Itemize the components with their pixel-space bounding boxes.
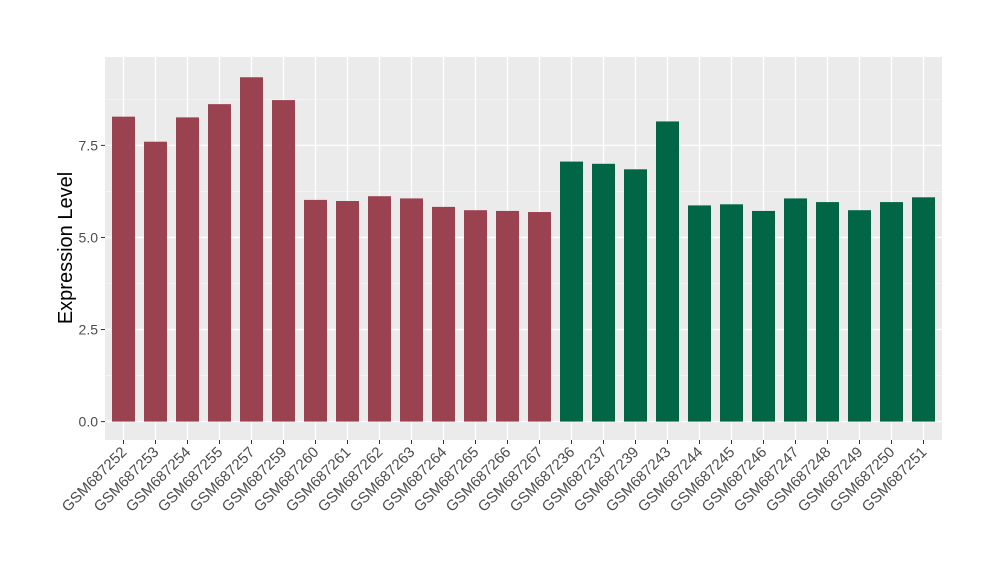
- bar: [112, 116, 135, 422]
- bar: [912, 197, 935, 422]
- y-tick-label: 0.0: [79, 414, 99, 430]
- bar: [464, 210, 487, 422]
- y-tick-label: 7.5: [79, 137, 99, 153]
- y-axis-title: Expression Level: [55, 172, 77, 324]
- y-tick-label: 2.5: [79, 322, 99, 338]
- bar: [560, 161, 583, 422]
- bar: [432, 206, 455, 422]
- bar: [720, 204, 743, 422]
- bar: [336, 200, 359, 422]
- bar: [272, 100, 295, 422]
- bar: [784, 198, 807, 422]
- bar: [304, 199, 327, 422]
- bar: [816, 202, 839, 422]
- bars-group: [112, 77, 935, 422]
- bar: [592, 163, 615, 422]
- bar: [848, 210, 871, 422]
- bar: [176, 117, 199, 422]
- bar: [752, 210, 775, 422]
- bar: [496, 210, 519, 422]
- bar: [624, 169, 647, 422]
- y-axis: 0.0 2.5 5.0 7.5: [79, 137, 105, 430]
- bar: [688, 205, 711, 422]
- bar: [528, 212, 551, 422]
- x-axis: GSM687252GSM687253GSM687254GSM687255GSM6…: [59, 440, 930, 515]
- bar: [208, 104, 231, 422]
- y-tick-label: 5.0: [79, 229, 99, 245]
- bar: [144, 141, 167, 422]
- bar: [368, 196, 391, 422]
- bar: [880, 202, 903, 422]
- bar: [240, 77, 263, 422]
- bar: [656, 121, 679, 422]
- bar: [400, 198, 423, 422]
